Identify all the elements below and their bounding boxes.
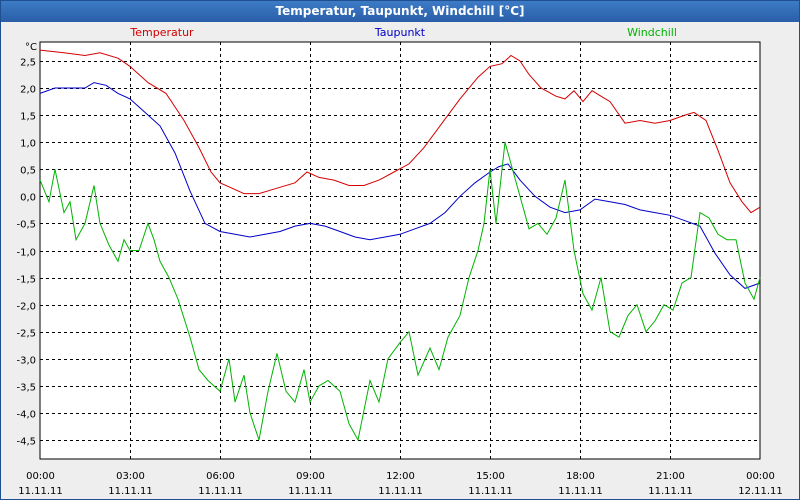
x-tick-time: 06:00 <box>206 471 235 482</box>
legend-temperatur: Temperatur <box>129 26 194 39</box>
series-line-taupunkt <box>39 82 761 289</box>
x-tick-time: 03:00 <box>116 471 145 482</box>
x-tick-date: 11.11.11 <box>108 486 153 497</box>
legend-taupunkt: Taupunkt <box>374 26 426 39</box>
y-axis-ticks: 2,5 2,0 1,5 1,0 0,5 0,0 -0,5 -1,0 -1,5 -2,0 -2,5 -3… <box>16 58 36 448</box>
x-tick-date: 11.11.11 <box>558 486 603 497</box>
y-tick-label: -4,0 <box>16 410 36 421</box>
grid-lines <box>40 42 760 459</box>
x-tick-date: 11.11.11 <box>198 486 243 497</box>
y-tick-label: 1,5 <box>20 112 36 123</box>
x-tick-date: 11.11.11 <box>288 486 333 497</box>
y-tick-label: -2,5 <box>16 329 36 340</box>
x-tick-date: 11.11.11 <box>648 486 693 497</box>
x-tick-time: 21:00 <box>656 471 685 482</box>
y-tick-label: -1,5 <box>16 275 36 286</box>
plot-area <box>39 41 761 460</box>
x-tick-date: 12.11.11 <box>738 486 783 497</box>
y-tick-label: 0,5 <box>20 166 36 177</box>
x-tick-time: 15:00 <box>476 471 505 482</box>
x-tick-time: 00:00 <box>26 471 55 482</box>
y-tick-label: 0,0 <box>20 193 36 204</box>
y-tick-label: -1,0 <box>16 248 36 259</box>
y-tick-label: 1,0 <box>20 139 36 150</box>
y-tick-label: -0,5 <box>16 220 36 231</box>
y-tick-label: -3,5 <box>16 383 36 394</box>
series-line-temperatur <box>39 49 761 214</box>
x-tick-time: 09:00 <box>296 471 325 482</box>
x-tick-time: 00:00 <box>746 471 775 482</box>
x-tick-date: 11.11.11 <box>468 486 513 497</box>
x-tick-date: 11.11.11 <box>18 486 63 497</box>
x-tick-time: 12:00 <box>386 471 415 482</box>
y-tick-label: -2,0 <box>16 302 36 313</box>
y-tick-label: 2,0 <box>20 85 36 96</box>
y-axis-label: °C <box>25 42 37 53</box>
x-axis-ticks: 00:00 11.11.11 03:00 11.11.11 06:00 11.11.11 0… <box>18 471 783 497</box>
legend-windchill: Windchill <box>627 26 677 39</box>
y-tick-label: 2,5 <box>20 58 36 69</box>
x-tick-time: 18:00 <box>566 471 595 482</box>
y-tick-label: -3,0 <box>16 356 36 367</box>
y-tick-label: -4,5 <box>16 437 36 448</box>
series-lines <box>39 49 761 442</box>
x-tick-date: 11.11.11 <box>378 486 423 497</box>
chart-title: Temperatur, Taupunkt, Windchill [°C] <box>1 1 799 22</box>
series-line-windchill <box>39 142 761 442</box>
